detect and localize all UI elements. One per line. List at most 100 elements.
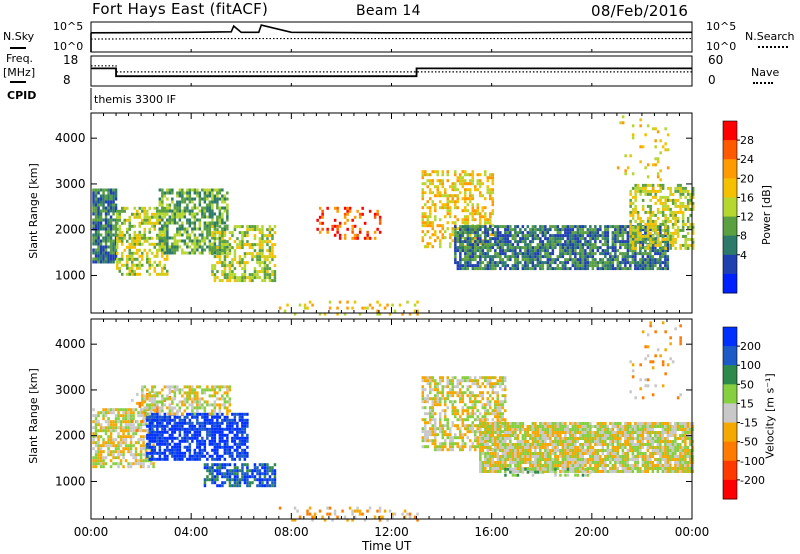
velocity-cell <box>142 408 145 412</box>
power-cell <box>474 225 477 229</box>
power-cell <box>646 163 650 167</box>
velocity-cell <box>271 466 274 470</box>
velocity-cell <box>102 450 105 454</box>
power-cell <box>104 245 108 249</box>
power-cell <box>366 230 369 234</box>
power-cell <box>691 240 695 244</box>
power-cell <box>102 188 105 192</box>
power-cell <box>474 255 477 259</box>
velocity-cell <box>122 411 125 415</box>
power-cell <box>358 212 362 216</box>
power-cell <box>233 267 237 271</box>
power-cell <box>559 234 562 238</box>
power-cell <box>206 215 209 219</box>
power-cell <box>196 227 199 231</box>
velocity-cell <box>469 406 472 410</box>
velocity-cell <box>228 430 232 434</box>
power-cell <box>251 225 254 229</box>
velocity-cell <box>114 414 118 418</box>
power-cell <box>161 239 164 243</box>
power-cell <box>107 191 110 195</box>
velocity-cell <box>213 409 217 413</box>
velocity-cell <box>153 415 157 419</box>
power-cell <box>521 237 525 241</box>
power-cell <box>193 188 197 192</box>
power-cell <box>461 228 465 232</box>
power-cell <box>168 236 172 240</box>
power-cell <box>526 252 530 256</box>
power-cell <box>426 185 429 189</box>
velocity-cell <box>486 379 489 383</box>
power-cell <box>158 215 162 219</box>
power-cell <box>114 191 118 195</box>
power-cell <box>479 240 482 244</box>
velocity-cell <box>459 400 462 404</box>
power-cell <box>92 257 95 261</box>
power-cell <box>664 142 667 146</box>
power-cell <box>466 188 469 192</box>
velocity-cell <box>163 454 167 458</box>
power-cell <box>107 209 110 213</box>
power-cell <box>268 240 272 244</box>
velocity-cell <box>196 397 199 401</box>
power-cell <box>659 252 662 256</box>
power-cell <box>596 261 600 265</box>
power-cell <box>343 236 347 240</box>
power-cell <box>186 197 189 201</box>
velocity-cell <box>102 438 105 442</box>
power-cell <box>509 243 512 247</box>
velocity-cell <box>474 430 477 434</box>
power-cell <box>251 279 254 283</box>
power-cell <box>198 200 202 204</box>
velocity-cell <box>193 457 197 461</box>
power-cell <box>576 246 580 250</box>
power-cell <box>193 221 197 225</box>
power-cell <box>486 221 489 225</box>
power-cell <box>671 234 675 238</box>
power-cell <box>479 267 482 271</box>
power-cell <box>646 228 650 232</box>
velocity-cell <box>246 418 249 422</box>
velocity-cell <box>421 400 424 404</box>
power-cell <box>671 198 675 202</box>
velocity-cell <box>476 445 479 449</box>
power-cell <box>421 182 424 186</box>
power-cell <box>631 207 635 211</box>
velocity-cell <box>143 419 147 423</box>
power-cell <box>661 210 665 214</box>
velocity-cell <box>454 436 457 440</box>
power-cell <box>579 261 582 265</box>
power-cell <box>439 245 442 249</box>
power-cell <box>629 192 632 196</box>
power-cell <box>691 186 695 190</box>
power-cell <box>109 230 113 234</box>
velocity-cell <box>474 433 477 437</box>
power-cell <box>639 246 642 250</box>
velocity-cell <box>146 394 149 398</box>
power-cell <box>138 266 141 270</box>
power-cell <box>146 209 149 213</box>
velocity-cell <box>431 409 434 413</box>
velocity-cell <box>104 408 108 412</box>
power-cell <box>424 212 427 216</box>
velocity-cell <box>97 456 100 460</box>
velocity-cell <box>263 463 267 467</box>
velocity-cell <box>271 469 274 473</box>
power-cell <box>559 267 562 271</box>
power-cell <box>268 228 272 232</box>
power-cell <box>661 222 665 226</box>
velocity-cell <box>466 415 469 419</box>
power-cell <box>574 237 577 241</box>
velocity-cell <box>226 406 229 410</box>
freq-panel-frame <box>90 55 693 87</box>
power-cell <box>107 233 110 237</box>
power-cell <box>666 148 670 152</box>
power-cell <box>666 225 670 229</box>
velocity-cell <box>196 445 199 449</box>
power-cell <box>241 234 244 238</box>
velocity-cell <box>236 451 239 455</box>
velocity-cell <box>258 484 262 488</box>
power-cell <box>266 243 269 247</box>
power-cell <box>233 273 237 277</box>
